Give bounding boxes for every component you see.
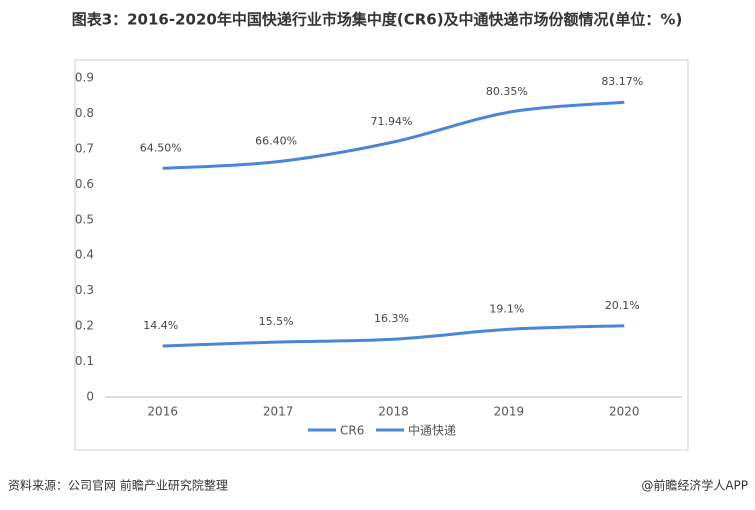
value-label: 15.5% (259, 315, 294, 328)
y-tick-label: 0.6 (75, 177, 94, 191)
value-label: 66.40% (255, 135, 297, 148)
y-tick-label: 0.3 (75, 283, 94, 297)
x-tick-label: 2016 (147, 405, 178, 419)
chart-title: 图表3：2016-2020年中国快递行业市场集中度(CR6)及中通快递市场份额情… (72, 11, 683, 29)
x-tick-label: 2018 (378, 405, 409, 419)
x-tick-label: 2017 (263, 405, 294, 419)
y-tick-label: 0.5 (75, 212, 94, 226)
y-tick-label: 0.9 (75, 71, 94, 85)
y-tick-label: 0.8 (75, 106, 94, 120)
x-tick-label: 2020 (609, 405, 640, 419)
series-line (162, 324, 625, 348)
y-tick-label: 0.4 (75, 248, 94, 262)
value-label: 80.35% (486, 85, 528, 98)
legend-label: 中通快递 (408, 423, 456, 438)
credit: @前瞻经济学人APP (641, 478, 748, 493)
value-label: 14.4% (143, 319, 178, 332)
series-line (162, 100, 625, 170)
value-label: 83.17% (601, 75, 643, 88)
value-label: 71.94% (371, 115, 413, 128)
legend-label: CR6 (340, 424, 364, 438)
y-tick-label: 0.2 (75, 319, 94, 333)
y-tick-label: 0 (86, 390, 94, 404)
chart-frame (74, 59, 689, 451)
y-tick-label: 0.7 (75, 141, 94, 155)
value-label: 16.3% (374, 312, 409, 325)
value-label: 19.1% (489, 302, 524, 315)
x-tick-label: 2019 (494, 405, 525, 419)
source: 资料来源：公司官网 前瞻产业研究院整理 (8, 478, 228, 493)
value-label: 20.1% (605, 299, 640, 312)
y-tick-label: 0.1 (75, 354, 94, 368)
value-label: 64.50% (140, 141, 182, 154)
